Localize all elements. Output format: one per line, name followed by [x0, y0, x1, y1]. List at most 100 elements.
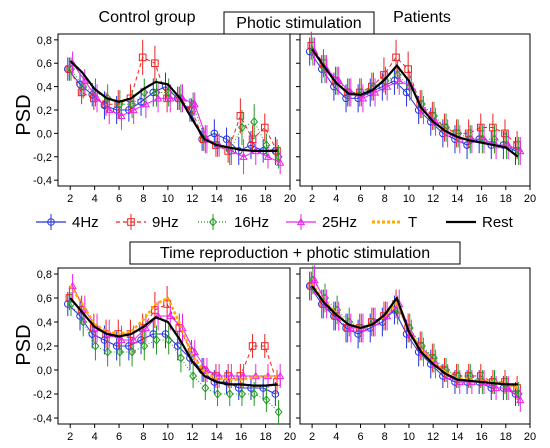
data-point	[213, 389, 222, 399]
x-tick-label: 8	[382, 431, 388, 443]
data-point	[92, 93, 102, 102]
x-tick-label: 16	[235, 431, 247, 443]
data-point	[247, 141, 255, 149]
data-point	[404, 65, 412, 73]
legend-item-25hz: 25Hz	[286, 214, 357, 231]
data-point	[489, 123, 497, 132]
data-point	[128, 99, 137, 109]
legend-item-16hz: 16Hz	[198, 214, 269, 231]
legend-item-rest: Rest	[446, 214, 514, 231]
series-rest	[69, 60, 278, 152]
x-tick-label: 12	[186, 193, 198, 205]
data-point	[260, 123, 269, 132]
data-point	[262, 140, 271, 150]
data-point	[490, 134, 499, 144]
time-title-box	[129, 241, 461, 265]
data-point	[250, 117, 259, 127]
data-point	[164, 335, 173, 345]
legend-label: T	[408, 214, 417, 231]
data-point	[129, 335, 138, 344]
y-tick-label: 0,0	[37, 365, 52, 377]
legend-item-t: T	[372, 214, 417, 231]
data-point	[239, 371, 248, 380]
ylabel-bottom: PSD	[13, 324, 35, 365]
x-tick-label: 6	[116, 193, 122, 205]
data-point	[274, 152, 283, 162]
data-point	[238, 122, 246, 133]
data-point	[164, 87, 173, 98]
x-tick-label: 16	[475, 431, 487, 443]
y-tick-label: 0,6	[37, 293, 52, 305]
data-point	[334, 76, 343, 84]
data-point	[166, 93, 175, 102]
data-point	[516, 146, 525, 155]
data-point	[189, 371, 198, 381]
panel-photic-control: -0,4 -0,2 0,0 0,2 0,4 0,6 0,8 2 4 6 8 10 12 14 16 18 20	[33, 33, 296, 205]
x-tick-label: 12	[427, 431, 439, 443]
y-tick-label: 0,2	[37, 341, 52, 353]
series-line	[311, 285, 518, 386]
data-point	[276, 158, 285, 166]
data-point	[176, 353, 185, 363]
x-tick-label: 8	[140, 431, 146, 443]
data-point	[274, 407, 283, 417]
data-point	[214, 371, 224, 380]
data-point	[67, 64, 75, 74]
x-tick-label: 14	[211, 431, 223, 443]
y-tick-label: 0,8	[37, 269, 52, 281]
data-point	[392, 53, 400, 62]
series-rest	[311, 48, 519, 158]
series-t	[69, 285, 278, 381]
data-point	[115, 347, 124, 357]
x-tick-label: 6	[116, 431, 122, 443]
series-line	[72, 62, 281, 164]
data-point	[479, 134, 489, 143]
data-point	[310, 275, 319, 284]
legend-label: 9Hz	[152, 214, 179, 231]
x-tick-label: 16	[475, 193, 487, 205]
series-line	[69, 285, 278, 381]
photic-title-box	[223, 11, 375, 35]
legend-marker	[296, 217, 306, 226]
y-tick-label: -0,4	[33, 413, 52, 425]
series-16hz	[67, 292, 283, 424]
x-tick-label: 18	[500, 431, 512, 443]
x-tick-label: 20	[284, 431, 296, 443]
legend: 4Hz 9Hz 16Hz 25Hz T Rest	[36, 214, 514, 231]
data-point	[153, 93, 163, 102]
x-tick-label: 16	[235, 193, 247, 205]
data-point	[128, 347, 137, 357]
data-point	[262, 395, 271, 405]
data-point	[140, 341, 149, 351]
control-group-label: Control group	[99, 9, 196, 26]
data-point	[227, 146, 236, 155]
data-point	[271, 390, 280, 398]
data-point	[504, 140, 513, 149]
data-point	[105, 105, 114, 114]
data-point	[91, 341, 100, 351]
time-title: Time reproduction + photic stimulation	[160, 245, 430, 262]
data-point	[80, 305, 89, 314]
x-tick-label: 18	[259, 431, 271, 443]
data-point	[141, 323, 151, 332]
x-tick-label: 2	[309, 431, 315, 443]
data-point	[358, 93, 368, 102]
x-tick-label: 2	[67, 193, 73, 205]
x-tick-label: 18	[259, 193, 271, 205]
patients-label: Patients	[393, 9, 451, 26]
data-point	[382, 82, 392, 90]
x-tick-label: 2	[67, 431, 73, 443]
x-tick-label: 12	[186, 431, 198, 443]
data-point	[190, 347, 199, 356]
series-line	[311, 48, 519, 158]
data-point	[238, 389, 246, 399]
legend-label: 16Hz	[234, 214, 269, 231]
data-point	[516, 395, 525, 404]
x-tick-label: 10	[403, 193, 415, 205]
x-tick-label: 14	[211, 193, 223, 205]
data-point	[129, 105, 138, 114]
x-tick-label: 14	[451, 431, 463, 443]
y-tick-label: 0,6	[37, 58, 52, 70]
y-tick-label: -0,4	[33, 175, 52, 187]
data-point	[152, 335, 161, 345]
